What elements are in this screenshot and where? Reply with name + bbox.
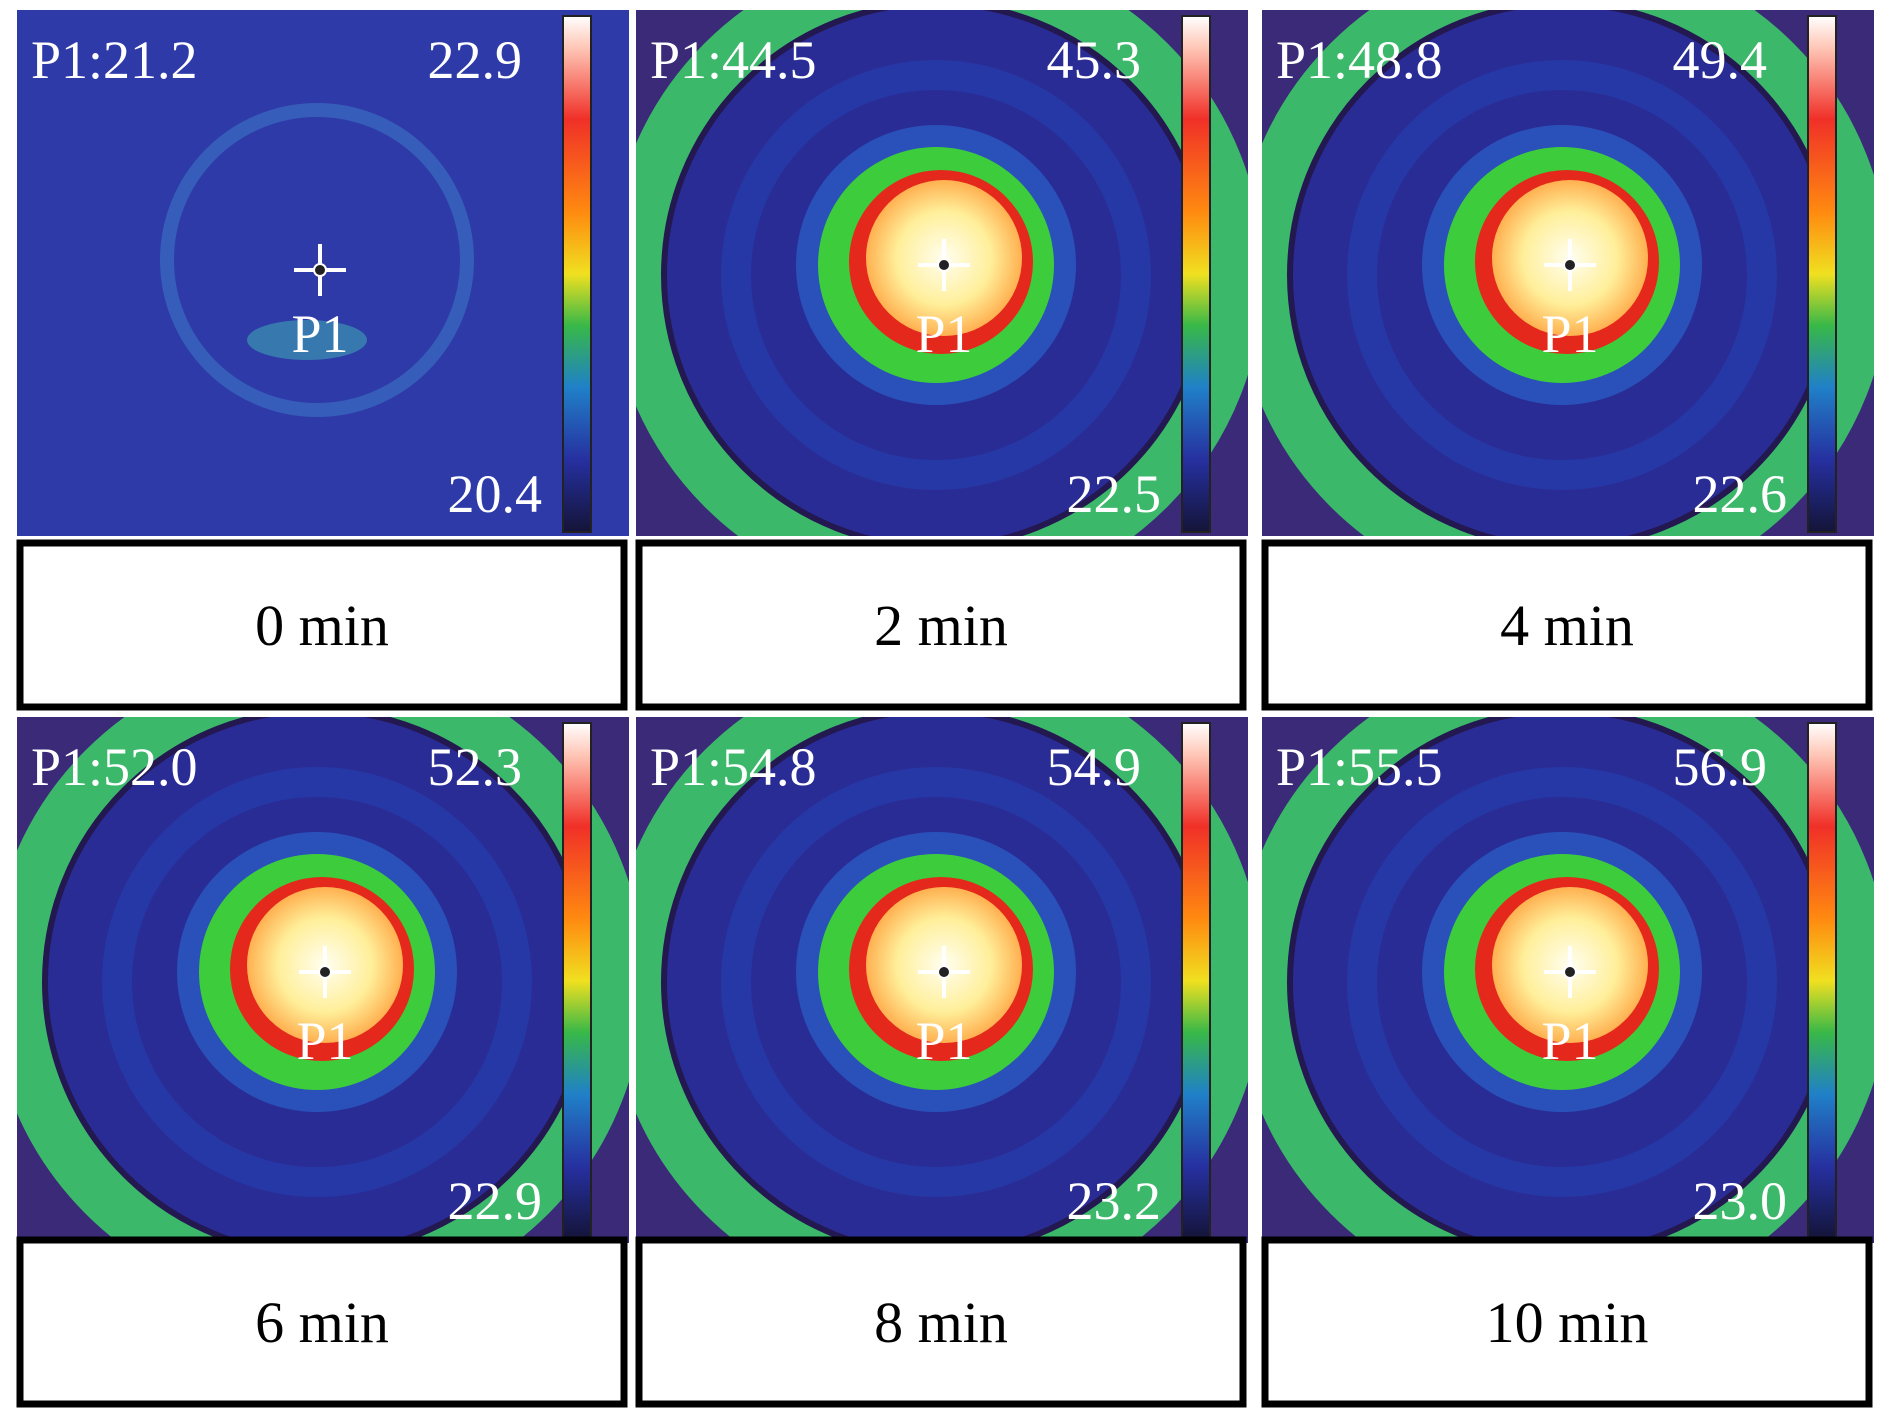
colorbar (1181, 722, 1211, 1240)
inner-ring (721, 767, 1151, 1197)
point-reading: P1:21.2 (31, 30, 198, 90)
min-temp: 22.5 (1067, 464, 1162, 524)
cross-dot (313, 263, 327, 277)
outer-ring (636, 10, 1248, 536)
colorbar (1181, 15, 1211, 533)
caption-frame (635, 539, 1247, 711)
colorbar (1807, 722, 1837, 1240)
caption-box: 0 min (16, 539, 628, 711)
colorbar (562, 15, 592, 533)
cross-dot (1563, 965, 1577, 979)
caption-frame (635, 1236, 1247, 1408)
max-temp: 45.3 (1047, 30, 1142, 90)
caption-frame (1261, 539, 1873, 711)
point-label: P1 (1541, 304, 1598, 364)
crosshair (1544, 239, 1596, 291)
cross-dot (1563, 258, 1577, 272)
ring (247, 320, 367, 360)
min-temp: 23.0 (1693, 1171, 1788, 1231)
outer-ring (1262, 10, 1874, 536)
cross-dot (937, 965, 951, 979)
outer-ring (636, 717, 1248, 1243)
min-temp: 22.9 (448, 1171, 543, 1231)
inner-ring (1347, 60, 1777, 490)
crosshair (918, 239, 970, 291)
point-label: P1 (291, 304, 348, 364)
thermal-panel: P1:21.2 22.9 20.4 P1 (17, 10, 629, 536)
point-reading: P1:44.5 (650, 30, 817, 90)
max-temp: 52.3 (428, 737, 523, 797)
point-label: P1 (296, 1011, 353, 1071)
inner-ring (1347, 767, 1777, 1197)
caption-box: 10 min (1261, 1236, 1873, 1408)
caption: 6 min (255, 1290, 389, 1355)
point-reading: P1:55.5 (1276, 737, 1443, 797)
caption-box: 2 min (635, 539, 1247, 711)
point-reading: P1:52.0 (31, 737, 198, 797)
cross-dot (318, 965, 332, 979)
caption-frame (16, 1236, 628, 1408)
thermal-image (636, 10, 1248, 536)
caption: 8 min (874, 1290, 1008, 1355)
min-temp: 22.6 (1693, 464, 1788, 524)
max-temp: 54.9 (1047, 737, 1142, 797)
thermal-panel: P1:54.8 54.9 23.2 P1 (636, 717, 1248, 1243)
crosshair (918, 946, 970, 998)
inner-ring (721, 60, 1151, 490)
max-temp: 49.4 (1673, 30, 1768, 90)
point-reading: P1:48.8 (1276, 30, 1443, 90)
min-temp: 23.2 (1067, 1171, 1162, 1231)
max-temp: 22.9 (428, 30, 523, 90)
point-reading: P1:54.8 (650, 737, 817, 797)
ring (160, 103, 474, 417)
cross-dot (937, 258, 951, 272)
caption: 2 min (874, 593, 1008, 658)
crosshair (1544, 946, 1596, 998)
inner-ring (102, 767, 532, 1197)
max-temp: 56.9 (1673, 737, 1768, 797)
point-label: P1 (1541, 1011, 1598, 1071)
caption-frame (1261, 1236, 1873, 1408)
min-temp: 20.4 (448, 464, 543, 524)
caption: 10 min (1486, 1290, 1649, 1355)
caption: 0 min (255, 593, 389, 658)
caption-box: 6 min (16, 1236, 628, 1408)
caption-box: 8 min (635, 1236, 1247, 1408)
point-label: P1 (915, 304, 972, 364)
thermal-panel: P1:55.5 56.9 23.0 P1 (1262, 717, 1874, 1243)
point-label: P1 (915, 1011, 972, 1071)
caption-box: 4 min (1261, 539, 1873, 711)
colorbar (1807, 15, 1837, 533)
crosshair (294, 244, 346, 296)
caption-frame (16, 539, 628, 711)
outer-ring (1262, 717, 1874, 1243)
crosshair (299, 946, 351, 998)
caption: 4 min (1500, 593, 1634, 658)
outer-ring (17, 717, 629, 1243)
thermal-panel: P1:52.0 52.3 22.9 P1 (17, 717, 629, 1243)
thermal-panel: P1:48.8 49.4 22.6 P1 (1262, 10, 1874, 536)
thermal-panel: P1:44.5 45.3 22.5 P1 (636, 10, 1248, 536)
colorbar (562, 722, 592, 1240)
